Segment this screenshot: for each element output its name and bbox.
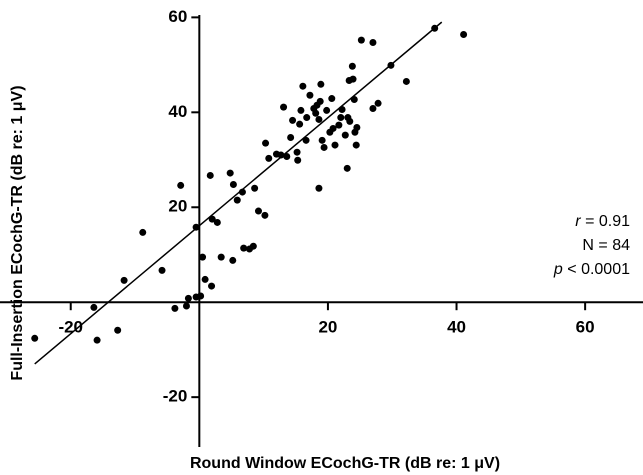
point	[240, 244, 248, 252]
stat-text: N = 84	[582, 237, 630, 254]
point	[331, 141, 339, 149]
point	[233, 196, 241, 204]
point	[287, 133, 295, 141]
y-tick-label: 40	[168, 102, 187, 121]
point	[251, 184, 259, 192]
x-axis-title: Round Window ECochG-TR (dB re: 1 μV)	[190, 455, 500, 472]
point	[262, 139, 270, 147]
x-tick-label: -20	[58, 318, 83, 337]
point	[226, 169, 234, 177]
point	[293, 148, 301, 156]
point	[341, 131, 349, 139]
point	[357, 36, 365, 44]
point	[318, 136, 326, 144]
regression-line	[34, 21, 443, 365]
stat-text: = 0.91	[581, 213, 630, 230]
point	[431, 24, 439, 32]
stat-symbol: r	[575, 213, 581, 230]
point	[349, 75, 357, 83]
point	[369, 39, 377, 47]
x-tick-label: 20	[318, 318, 337, 337]
point	[283, 152, 291, 160]
y-tick-label: 20	[168, 197, 187, 216]
point	[238, 188, 246, 196]
x-tick-label: 60	[576, 318, 595, 337]
point	[303, 114, 311, 122]
point	[265, 154, 273, 162]
point	[337, 114, 345, 122]
y-axis-title: Full-Insertion ECochG-TR (dB re: 1 μV)	[9, 85, 26, 380]
point	[312, 109, 320, 117]
point	[182, 302, 190, 310]
point	[335, 121, 343, 129]
point	[329, 124, 337, 132]
point	[348, 62, 356, 70]
x-tick-label: 40	[447, 318, 466, 337]
point	[297, 106, 305, 114]
point	[206, 171, 214, 179]
point	[254, 207, 262, 215]
point	[338, 105, 346, 113]
point	[316, 97, 324, 105]
point	[120, 276, 128, 284]
stat-annotation: p < 0.0001	[553, 261, 630, 278]
stat-annotation: r = 0.91	[575, 213, 630, 230]
stat-symbol: p	[553, 261, 563, 278]
point	[217, 253, 225, 261]
point	[261, 211, 269, 219]
point	[139, 228, 147, 236]
point	[184, 294, 192, 302]
point	[320, 143, 328, 151]
point	[31, 334, 39, 342]
point	[328, 95, 336, 103]
point	[213, 218, 221, 226]
point	[369, 105, 377, 113]
point	[93, 336, 101, 344]
point	[402, 77, 410, 85]
point	[323, 106, 331, 114]
point	[302, 136, 310, 144]
point	[199, 253, 207, 261]
point	[374, 99, 382, 107]
point	[197, 292, 205, 300]
point	[177, 181, 185, 189]
point	[387, 61, 395, 69]
point	[114, 326, 122, 334]
y-tick-label: 60	[168, 7, 187, 26]
point	[277, 151, 285, 159]
point	[249, 242, 257, 250]
point	[229, 180, 237, 188]
point	[171, 304, 179, 312]
point	[280, 103, 288, 111]
point	[208, 215, 216, 223]
point	[289, 116, 297, 124]
point	[460, 30, 468, 38]
point	[229, 256, 237, 264]
point	[158, 266, 166, 274]
stat-annotation: N = 84	[582, 237, 630, 254]
point	[299, 82, 307, 90]
point	[343, 164, 351, 172]
point	[350, 96, 358, 104]
point	[353, 124, 361, 132]
point	[306, 91, 314, 99]
point	[294, 156, 302, 164]
stat-text: < 0.0001	[563, 261, 630, 278]
y-tick-label: -20	[163, 387, 188, 406]
point	[208, 282, 216, 290]
point	[317, 80, 325, 88]
point	[296, 120, 304, 128]
point	[192, 223, 200, 231]
point	[315, 184, 323, 192]
point	[201, 275, 209, 283]
point	[352, 141, 360, 149]
point	[315, 115, 323, 123]
point	[346, 117, 354, 125]
point	[90, 303, 98, 311]
